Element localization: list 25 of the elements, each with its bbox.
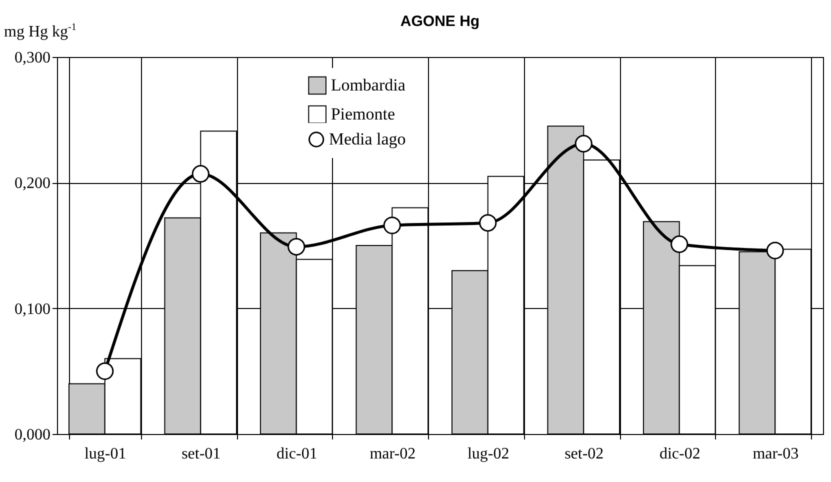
y-axis-title: mg Hg kg$^{-1}$ <box>4 22 76 42</box>
point <box>766 242 784 260</box>
x-tick-label: set-01 <box>182 446 221 462</box>
legend-label: Media lago <box>328 130 406 148</box>
point <box>192 165 210 183</box>
x-tick-label: lug-02 <box>467 446 510 462</box>
x-tick-label: dic-01 <box>276 446 318 462</box>
y-tick-label: 0,000 <box>14 426 50 444</box>
y-tick-label: 0,200 <box>14 175 50 192</box>
x-tick-label: lug-01 <box>84 446 126 462</box>
point <box>670 235 688 254</box>
x-tick-label: mar-03 <box>752 446 799 462</box>
point <box>383 216 401 234</box>
x-tick-label: dic-02 <box>659 446 700 462</box>
chart-title: AGONE Hg <box>400 13 480 30</box>
point <box>288 238 306 256</box>
x-tick-label: set-02 <box>564 446 604 462</box>
point <box>574 134 592 153</box>
x-tick-label: mar-02 <box>370 446 416 462</box>
point <box>96 362 114 380</box>
legend-label: Piemonte <box>330 104 396 124</box>
point <box>479 214 497 232</box>
legend-label: Lombardia <box>330 76 406 94</box>
y-tick-label: 0,100 <box>14 300 50 318</box>
y-tick-label: 0,300 <box>14 50 50 66</box>
